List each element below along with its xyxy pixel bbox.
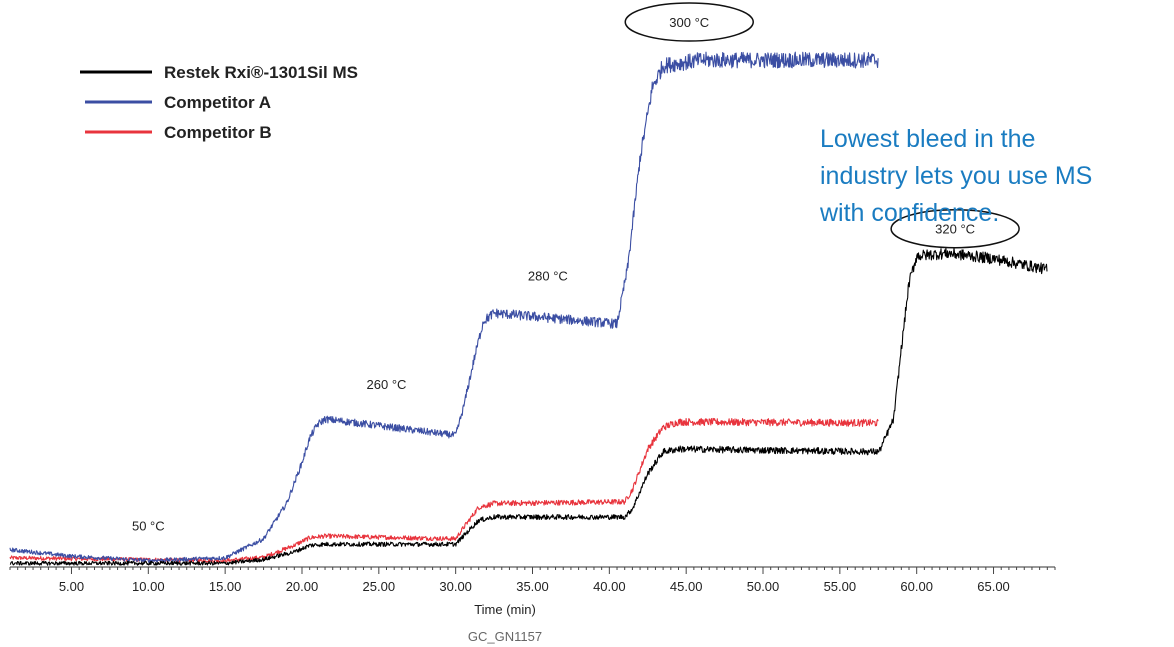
callout-line: with confidence. — [819, 199, 999, 227]
callout-text: Lowest bleed in the industry lets you use… — [819, 125, 1092, 227]
x-axis-ticks: 5.00 10.00 15.00 20.00 25.00 30.00 35.00 40.00 4… — [9, 567, 1056, 594]
x-tick-label: 40.00 — [593, 579, 626, 594]
x-tick-label: 25.00 — [363, 579, 396, 594]
x-tick-label: 65.00 — [977, 579, 1010, 594]
temperature-callout-label: 300 °C — [669, 15, 709, 30]
plot-lines — [9, 51, 1048, 566]
x-tick-label: 15.00 — [209, 579, 242, 594]
series-line-restek-rxi-1301sil-ms — [9, 247, 1048, 566]
temperature-callout-ellipse — [890, 208, 1020, 249]
temperature-callout-ellipse — [624, 2, 754, 42]
callout-line: Lowest bleed in the — [820, 125, 1035, 153]
x-tick-label: 60.00 — [900, 579, 933, 594]
legend: Restek Rxi®-1301Sil MS Competitor A Compet… — [80, 63, 358, 142]
x-tick-label: 55.00 — [824, 579, 857, 594]
x-tick-label: 50.00 — [747, 579, 780, 594]
temperature-annotations: 50 °C 260 °C 280 °C 300 °C 320 °C — [132, 2, 1020, 534]
legend-label: Competitor A — [164, 93, 271, 112]
series-line-competitor-a — [9, 51, 879, 563]
temperature-label: 50 °C — [132, 519, 165, 534]
series-line-competitor-b — [9, 417, 879, 563]
temperature-label: 280 °C — [528, 268, 568, 283]
legend-label: Restek Rxi®-1301Sil MS — [164, 63, 358, 82]
x-tick-label: 10.00 — [132, 579, 165, 594]
callout-line: industry lets you use MS — [820, 162, 1092, 190]
temperature-callout-label: 320 °C — [935, 222, 975, 237]
x-tick-label: 20.00 — [286, 579, 319, 594]
figure-code: GC_GN1157 — [468, 629, 542, 644]
x-tick-label: 5.00 — [59, 579, 84, 594]
x-axis-title: Time (min) — [474, 602, 536, 617]
x-tick-label: 45.00 — [670, 579, 703, 594]
legend-label: Competitor B — [164, 123, 272, 142]
x-tick-label: 30.00 — [439, 579, 472, 594]
x-tick-label: 35.00 — [516, 579, 549, 594]
temperature-label: 260 °C — [367, 377, 407, 392]
